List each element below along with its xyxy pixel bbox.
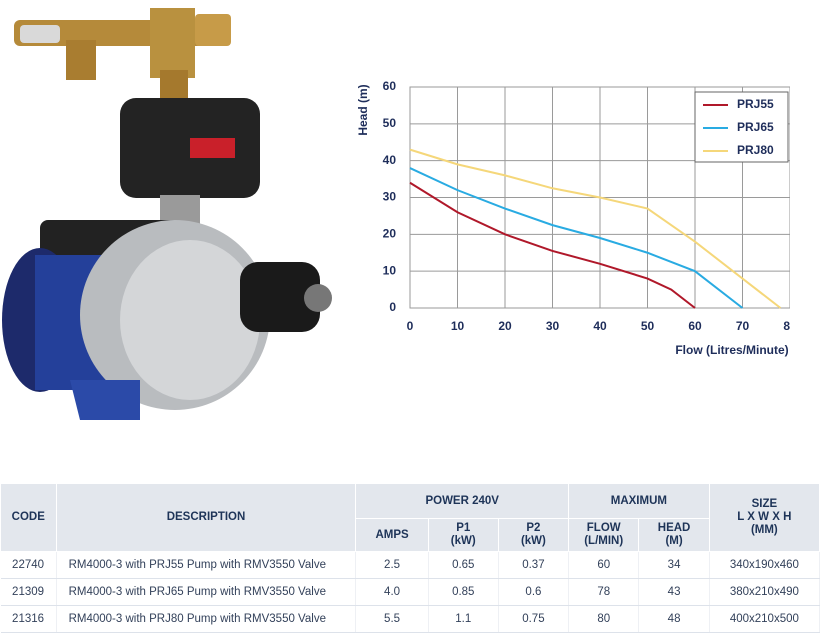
- data-cell: 80: [568, 605, 640, 633]
- data-cell: 21316: [0, 605, 57, 633]
- header-cell: AMPS: [355, 518, 429, 552]
- y-tick-label: 20: [383, 227, 397, 241]
- data-cell: 22740: [0, 551, 57, 579]
- group-header: POWER 240V: [355, 483, 569, 519]
- header-row: CODE DESCRIPTION POWER 240V MAXIMUM SIZE L X …: [0, 483, 820, 552]
- data-cell: 0.65: [428, 551, 499, 579]
- x-tick-label: 50: [641, 319, 655, 333]
- header-cell: P1 (kW): [427, 518, 499, 552]
- data-cell: 43: [638, 578, 710, 606]
- header-text: L X W X H: [737, 511, 792, 523]
- data-cell: 48: [638, 605, 710, 633]
- data-cell: 1.1: [428, 605, 499, 633]
- header-text: SIZE: [751, 498, 778, 510]
- legend-label: PRJ65: [737, 120, 774, 134]
- data-cell: 0.6: [498, 578, 570, 606]
- data-cell: 400x210x500: [709, 605, 820, 633]
- group-header: MAXIMUM: [568, 483, 710, 519]
- legend-label: PRJ55: [737, 97, 774, 111]
- data-row: 22740 RM4000-3 with PRJ55 Pump with RMV35…: [0, 551, 820, 579]
- y-tick-label: 10: [383, 263, 397, 277]
- y-tick-label: 30: [383, 190, 397, 204]
- header-text: AMPS: [375, 528, 409, 541]
- header-text: HEAD: [657, 522, 691, 534]
- data-cell: 0.85: [428, 578, 499, 606]
- header-cell: DESCRIPTION: [55, 483, 357, 552]
- data-cell: RM4000-3 with PRJ80 Pump with RMV3550 Va…: [56, 605, 357, 633]
- series-line: [409, 167, 744, 309]
- chart: Head (m) Flow (Litres/Minute) 0 10 20 30 40 5…: [356, 79, 790, 357]
- header-text: (L/MIN): [584, 535, 624, 547]
- header-text: P1: [456, 522, 471, 534]
- header-cell: CODE: [0, 483, 57, 552]
- data-cell: RM4000-3 with PRJ65 Pump with RMV3550 Va…: [56, 578, 357, 606]
- x-tick-label: 70: [736, 319, 750, 333]
- data-cell: 340x190x460: [709, 551, 820, 579]
- data-cell: RM4000-3 with PRJ55 Pump with RMV3550 Va…: [56, 551, 357, 579]
- header-text: CODE: [11, 511, 45, 523]
- data-cell: 2.5: [355, 551, 429, 579]
- x-tick-label: 60: [688, 319, 702, 333]
- spec-table: CODE DESCRIPTION POWER 240V MAXIMUM SIZE L X …: [0, 483, 820, 633]
- y-axis-label: Head (m): [356, 84, 370, 135]
- y-tick-label: 60: [383, 79, 397, 93]
- x-tick-label: 0: [407, 319, 414, 333]
- data-cell: 34: [638, 551, 710, 579]
- header-text: P2: [526, 522, 541, 534]
- x-tick-label: 80: [783, 319, 790, 333]
- data-row: 21316 RM4000-3 with PRJ80 Pump with RMV35…: [0, 605, 820, 633]
- y-tick-label: 50: [383, 116, 397, 130]
- legend-label: PRJ80: [737, 143, 774, 157]
- data-row: 21309 RM4000-3 with PRJ65 Pump with RMV35…: [0, 578, 820, 606]
- data-cell: 5.5: [355, 605, 429, 633]
- header-cell: HEAD (M): [638, 518, 710, 552]
- data-cell: 60: [568, 551, 640, 579]
- product-photo: [2, 8, 332, 420]
- header-text: FLOW: [586, 522, 621, 534]
- x-tick-label: 20: [498, 319, 512, 333]
- header-text: (kW): [520, 535, 546, 547]
- header-row: AMPS P1 (kW) P2 (kW) FLOW (L/MIN) HEAD (M): [1, 518, 820, 552]
- data-cell: 0.37: [498, 551, 570, 579]
- data-cell: 4.0: [355, 578, 429, 606]
- x-tick-label: 30: [546, 319, 560, 333]
- data-cell: 21309: [0, 578, 57, 606]
- header-text: (MM): [750, 524, 778, 536]
- data-cell: 78: [568, 578, 640, 606]
- header-text: DESCRIPTION: [166, 511, 246, 523]
- x-tick-label: 40: [593, 319, 607, 333]
- y-tick-label: 40: [383, 153, 397, 167]
- header-text: (M): [665, 535, 683, 547]
- x-tick-label: 10: [451, 319, 465, 333]
- header-cell: SIZE L X W X H (MM): [708, 483, 820, 552]
- y-tick-label: 0: [389, 300, 396, 314]
- header-cell: FLOW (L/MIN): [567, 518, 640, 552]
- series-line: [409, 148, 782, 309]
- header-text: (kW): [450, 535, 476, 547]
- header-cell: P2 (kW): [497, 518, 570, 552]
- data-cell: 0.75: [498, 605, 570, 633]
- x-axis-label: Flow (Litres/Minute): [675, 343, 788, 357]
- data-cell: 380x210x490: [709, 578, 820, 606]
- series-line: [409, 181, 696, 309]
